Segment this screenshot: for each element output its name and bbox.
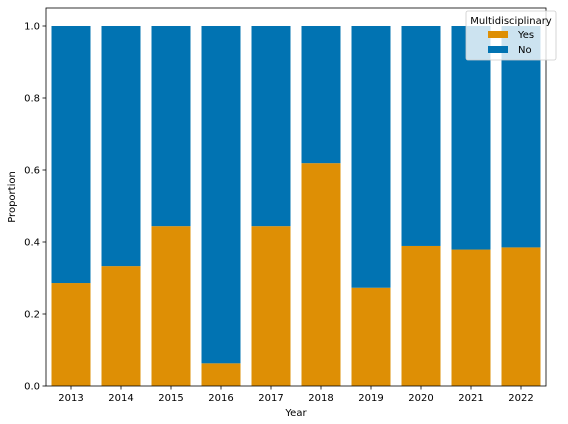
bar-no-2020: [401, 26, 441, 246]
x-tick-label: 2021: [458, 393, 483, 404]
bar-yes-2021: [451, 249, 491, 386]
y-tick-label: 0.2: [24, 310, 40, 321]
plot-frame: [45, 7, 547, 387]
bar-no-2016: [201, 26, 241, 364]
x-tick-label: 2017: [258, 393, 283, 404]
legend: Multidisciplinary Yes No: [465, 10, 557, 61]
legend-title: Multidisciplinary: [470, 16, 552, 27]
bar-no-2022: [501, 26, 541, 248]
x-tick-label: 2019: [358, 393, 383, 404]
legend-swatch-yes: [488, 31, 508, 38]
x-tick-label: 2020: [408, 393, 433, 404]
legend-label-yes: Yes: [517, 30, 534, 41]
bar-yes-2016: [201, 363, 241, 386]
y-tick-label: 0.8: [24, 94, 40, 105]
y-tick-label: 0.0: [24, 382, 40, 393]
bar-no-2014: [101, 26, 141, 267]
bar-yes-2015: [151, 226, 191, 386]
y-tick-label: 0.4: [24, 238, 40, 249]
bar-yes-2019: [351, 287, 391, 386]
x-tick-label: 2014: [108, 393, 133, 404]
x-tick-label: 2022: [508, 393, 533, 404]
bar-yes-2018: [301, 163, 341, 386]
bar-yes-2013: [51, 283, 91, 386]
bar-yes-2020: [401, 245, 441, 386]
legend-label-no: No: [518, 45, 532, 56]
bar-no-2021: [451, 26, 491, 250]
y-tick-label: 0.6: [24, 166, 40, 177]
bar-no-2019: [351, 26, 391, 288]
x-tick-label: 2015: [158, 393, 183, 404]
bar-no-2017: [251, 26, 291, 227]
axes-group: 0.0 0.2 0.4 0.6 0.8 1.0 2013 2014 2015 2016 2017 20…: [7, 7, 547, 419]
bar-yes-2017: [251, 226, 291, 386]
bar-yes-2014: [101, 266, 141, 386]
bar-no-2018: [301, 26, 341, 164]
y-tick-label: 1.0: [24, 22, 40, 33]
x-tick-label: 2013: [58, 393, 83, 404]
legend-swatch-no: [488, 46, 508, 53]
bars-group: [51, 26, 541, 386]
bar-yes-2022: [501, 247, 541, 386]
x-tick-label: 2018: [308, 393, 333, 404]
y-axis-label: Proportion: [7, 171, 18, 223]
x-tick-label: 2016: [208, 393, 233, 404]
bar-no-2015: [151, 26, 191, 227]
x-axis-label: Year: [284, 408, 307, 419]
bar-no-2013: [51, 26, 91, 284]
